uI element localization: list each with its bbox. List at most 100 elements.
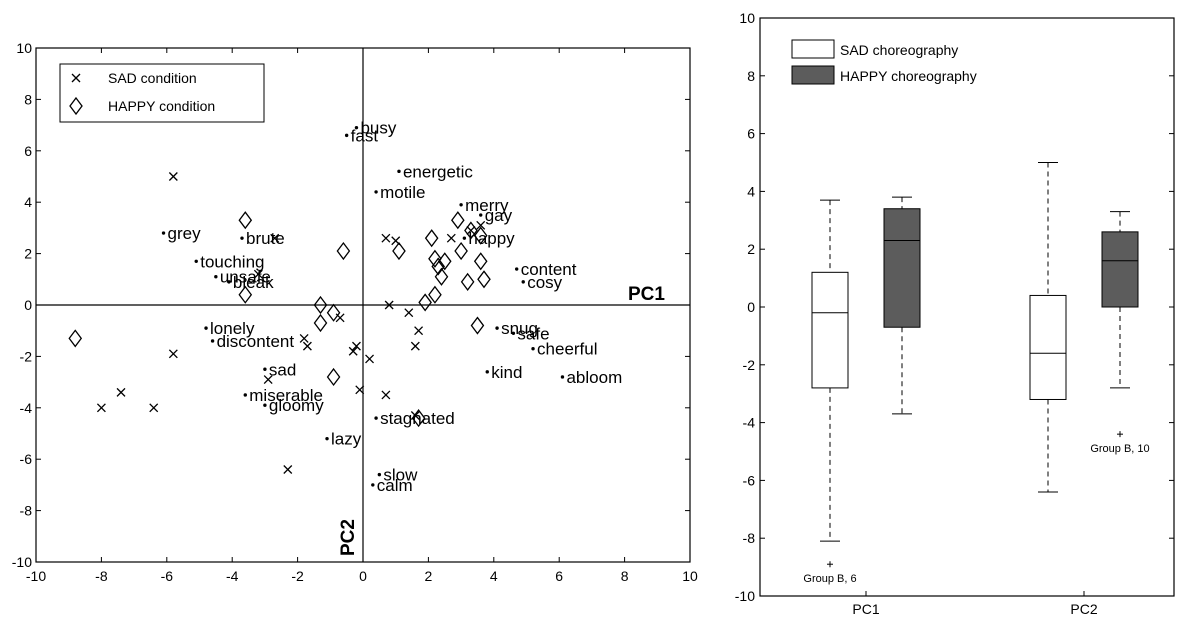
scatter-x-tick-label: -6 [161,568,174,584]
word-dot [161,231,166,235]
happy-point [437,252,452,271]
word-labels: busyfastenergeticmotilemerrygayhappycont… [161,119,622,495]
sad-point-stroke [283,465,293,474]
sad-point [348,346,358,356]
word-label: cheerful [537,340,597,359]
word-dot [511,331,516,335]
sad-point [168,349,178,359]
box-x-axis: PC1 PC2 [852,591,1098,617]
word-label: calm [377,476,413,495]
sad-point-stroke [299,333,309,343]
happy-condition-points [68,211,491,428]
word-dot [344,133,349,138]
sad-point-stroke [168,172,178,181]
happy-condition-legend-label: HAPPY condition [108,98,215,114]
happy-point [326,367,341,387]
word-dot [560,375,565,379]
word-label: abloom [566,368,622,387]
happy-point [313,295,328,315]
word-label: safe [517,324,549,343]
box-body [1101,231,1139,308]
scatter-y-tick-label: -2 [20,348,33,364]
pc2-axis-label: PC2 [338,519,359,556]
sad-point-stroke [446,233,456,243]
word-dot [479,213,483,217]
word-label: fast [351,126,379,145]
box-y-tick-label: -6 [743,472,756,488]
word-label: touching [200,252,264,271]
scatter-x-tick-label: 6 [555,568,563,584]
sad-point [466,226,476,235]
sad-point-stroke [410,341,420,351]
sad-point-stroke [96,403,106,413]
word-label: sad [269,360,296,379]
sad-point-stroke [253,269,263,279]
word-dot [377,472,382,477]
sad-point [253,269,263,279]
pc1-axis-label: PC1 [628,284,665,305]
box-outlier: Group B, 10 [1090,431,1150,455]
box-y-tick-label: 10 [739,10,755,26]
scatter-x-tick-label: 4 [490,568,498,584]
outlier-label: Group B, 10 [1090,443,1149,455]
happy-choreography-legend-label: HAPPY choreography [840,68,977,84]
sad-point [414,326,424,336]
word-label: brute [246,229,285,248]
sad-point-stroke [365,354,374,364]
scatter-x-tick-label: 10 [682,568,698,584]
word-dot [240,236,244,240]
word-dot [263,403,267,407]
scatter-legend: SAD condition HAPPY condition [59,63,265,123]
word-label: content [521,260,577,279]
sad-point-stroke [466,226,476,235]
scatter-y-tick-label: 4 [24,194,32,210]
sad-point [381,390,391,400]
sad-point-stroke [168,349,178,359]
happy-point [451,211,465,230]
word-dot [459,203,463,207]
box-y-tick-label: 4 [747,183,755,199]
word-label: discontent [217,332,295,351]
happy-point [431,257,446,276]
word-label: gloomy [269,396,324,415]
box-y-tick-label: 8 [747,68,755,84]
happy-point [411,408,426,428]
sad-point-stroke [384,300,394,310]
sad-point-stroke [381,233,391,243]
scatter-x-tick-label: -8 [95,568,108,584]
box-x-tick-label: PC1 [852,601,879,617]
box-y-tick-label: 2 [747,241,755,257]
box-x-tick-label: PC2 [1070,601,1097,617]
sad-point [270,233,280,243]
box-outlier: Group B, 6 [803,561,857,585]
sad-point-stroke [263,375,273,384]
word-label: slow [383,466,418,485]
sad-point-stroke [381,390,391,400]
box-y-tick-label: -2 [743,357,756,373]
sad-point-stroke [348,346,358,356]
box-pc1-sad [811,199,849,542]
happy-point [326,303,341,322]
word-label: stagnated [380,409,455,428]
scatter-x-tick-label: -2 [291,568,304,584]
sad-point [263,375,273,384]
word-dot [210,339,215,343]
sad-point-stroke [149,403,159,413]
sad-point [302,341,312,351]
sad-point-stroke [355,385,365,395]
sad-point [283,465,293,474]
scatter-x-tick-label: 8 [621,568,629,584]
sad-point-stroke [116,387,126,397]
outlier-label: Group B, 6 [803,573,856,585]
word-label: gay [485,206,513,225]
sad-point-stroke [302,341,312,351]
word-label: kind [491,363,522,382]
sad-condition-points [96,172,486,474]
word-dot [397,169,401,174]
sad-condition-legend-marker [71,73,81,83]
word-dot [325,436,329,441]
sad-point [410,341,420,351]
scatter-x-tick-label: -4 [226,568,239,584]
sad-point [446,233,456,243]
